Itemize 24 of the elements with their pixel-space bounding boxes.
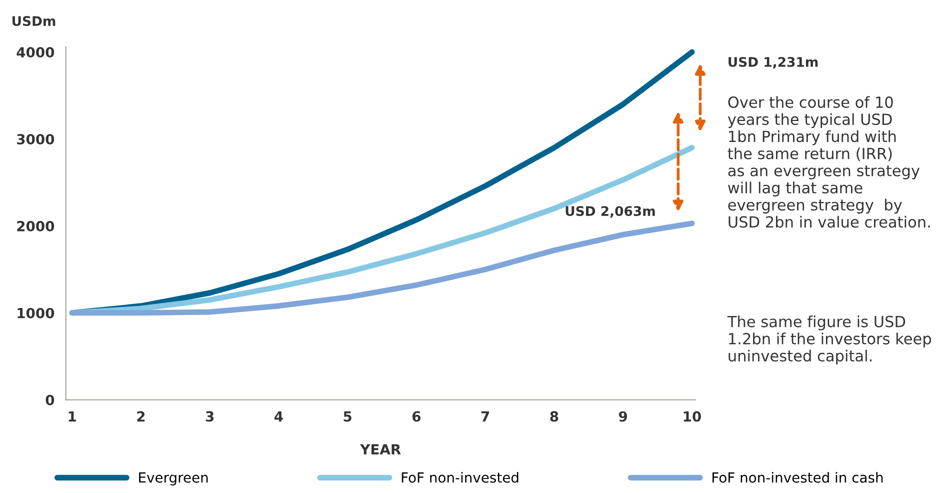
- x-tick-label: 5: [344, 411, 352, 422]
- y-tick-label: 0: [46, 394, 54, 406]
- x-tick-label: 6: [412, 411, 421, 422]
- x-tick-label: 7: [481, 411, 490, 422]
- y-tick-label: 4000: [16, 47, 54, 58]
- x-tick-label: 10: [684, 411, 701, 422]
- text: USD 1,231m: [728, 56, 818, 69]
- x-axis-title: YEAR: [360, 444, 401, 454]
- legend-label: FoF non-invested: [402, 472, 518, 483]
- y-tick-label: 1000: [18, 308, 54, 318]
- text: Over the course of 10 years the typical USD 1bn Primary fund with the same return (IRR) as an evergreen strategy will lag that same evergreen strategy by USD 2bn in value creation.: [728, 96, 930, 228]
- x-tick-label: 1: [68, 411, 76, 422]
- legend-label: FoF non-invested in cash: [712, 472, 883, 483]
- text: The same figure is USD 1.2bn if the investors keep uninvested capital.: [727, 316, 932, 365]
- y-tick-label: 3000: [17, 134, 54, 144]
- x-tick-label: 3: [206, 411, 214, 422]
- x-tick-label: 4: [274, 411, 283, 422]
- x-tick-label: 2: [137, 411, 145, 422]
- x-tick-label: 9: [618, 411, 628, 422]
- annotation: USD 2,063m: [566, 206, 655, 218]
- y-tick-label: 2000: [17, 220, 54, 232]
- y-axis-title: USDm: [12, 16, 56, 26]
- x-tick-label: 8: [550, 411, 558, 422]
- legend-label: Evergreen: [139, 472, 208, 486]
